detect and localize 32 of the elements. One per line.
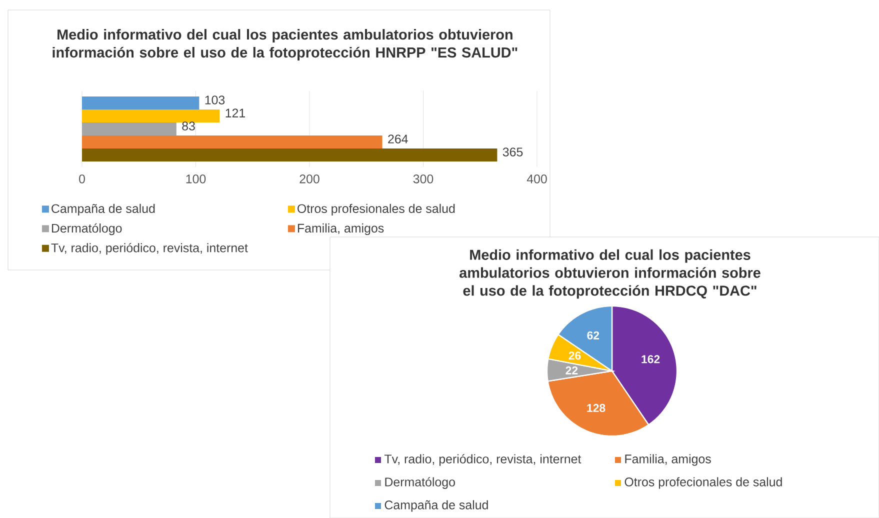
legend-label: Tv, radio, periódico, revista, internet (51, 243, 248, 255)
x-tick-label: 400 (526, 174, 547, 184)
chart-title: Medio informativo del cual los pacientes ambulatorios obtuvieron información sobre el uso de la fotoprotección HRDCQ "DAC" (460, 249, 760, 299)
legend-label: Tv, radio, periódico, revista, internet (384, 454, 582, 466)
bar (82, 109, 220, 122)
legend-label: Otros profesionales de salud (298, 204, 455, 216)
chart-title: Medio informativo del cual los pacientes ambulatorios obtuvieron información sobre el uso de la fotoprotección HNRPP "ES SALUD" (52, 29, 518, 60)
bar (82, 122, 176, 136)
bar (82, 135, 382, 148)
data-label: 128 (587, 404, 606, 412)
data-label: 365 (502, 148, 523, 156)
bar (82, 148, 498, 162)
data-label: 162 (642, 355, 660, 364)
x-tick-label: 0 (79, 174, 85, 184)
legend-label: Familia, amigos (625, 454, 711, 466)
legend-label: Campaña de salud (52, 204, 155, 216)
legend-label: Familia, amigos (298, 223, 384, 236)
x-tick-label: 100 (186, 174, 206, 184)
data-label: 22 (566, 366, 578, 374)
legend-label: Campaña de salud (384, 500, 488, 512)
data-label: 264 (388, 134, 408, 144)
bar (82, 96, 200, 110)
data-label: 83 (182, 122, 195, 130)
data-label: 121 (226, 108, 245, 118)
data-label: 26 (568, 352, 581, 360)
x-tick-label: 300 (413, 174, 434, 184)
legend-label: Otros profecionales de salud (624, 477, 782, 489)
legend-label: Dermatólogo (52, 223, 122, 236)
x-tick-label: 200 (300, 174, 320, 184)
data-label: 103 (205, 96, 225, 104)
data-label: 62 (587, 331, 600, 340)
legend-label: Dermatólogo (385, 477, 455, 489)
